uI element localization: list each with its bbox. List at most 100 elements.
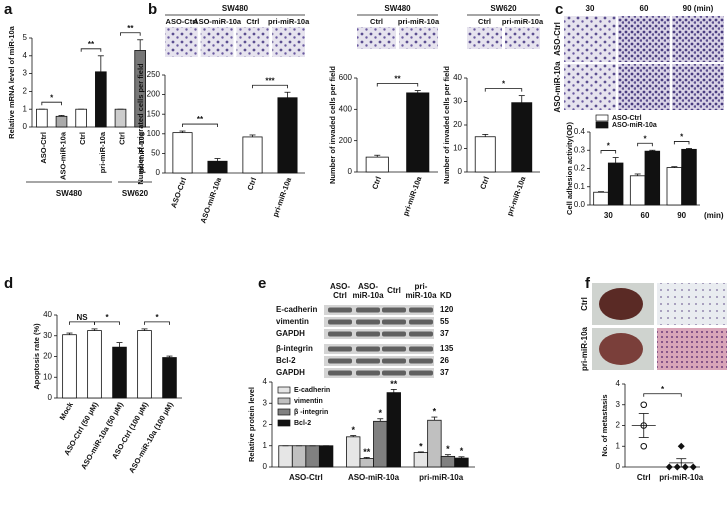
blot-row-label: GAPDH xyxy=(276,329,305,338)
significance-bracket xyxy=(80,48,102,52)
blot-column-label: miR-10a xyxy=(405,291,437,300)
x-tick-label: ASO-Ctrl xyxy=(289,473,323,482)
bar xyxy=(373,420,388,468)
image-column-label: 90 (min) xyxy=(683,4,714,13)
significance-bracket xyxy=(182,123,218,128)
y-tick-label: 0 xyxy=(616,462,621,471)
y-tick-label: 0.3 xyxy=(574,145,586,154)
blot-band xyxy=(328,370,352,376)
y-tick-label: 0.2 xyxy=(574,164,586,173)
bar xyxy=(291,445,307,468)
blot-kd-label: 55 xyxy=(440,317,449,326)
bar xyxy=(359,458,374,468)
micrograph xyxy=(672,64,724,110)
blot-column-label: pri- xyxy=(415,282,428,291)
legend-swatch xyxy=(277,386,291,394)
x-tick-label: 90 xyxy=(677,211,686,220)
blot-column-label: ASO- xyxy=(358,282,378,291)
bar xyxy=(87,330,102,399)
blot-band xyxy=(382,307,406,313)
blot-band xyxy=(328,331,352,337)
bar xyxy=(346,436,361,468)
histology xyxy=(657,283,727,325)
significance-bracket xyxy=(120,32,141,36)
bar xyxy=(413,452,429,468)
y-tick-label: 2 xyxy=(23,87,28,96)
y-tick-label: 1 xyxy=(23,104,28,113)
y-tick-label: 3 xyxy=(616,400,621,409)
x-axis-label: (min) xyxy=(704,211,724,220)
blot-column-label: Ctrl xyxy=(387,286,401,295)
blot-column-label: ASO- xyxy=(330,282,350,291)
bar xyxy=(114,108,127,128)
blot-kd-header: KD xyxy=(440,291,452,300)
significance-label: *** xyxy=(265,76,275,85)
image-label: Ctrl xyxy=(370,17,383,26)
blot-row-label: E-cadherin xyxy=(276,305,317,314)
image-column-label: 30 xyxy=(586,4,595,13)
y-tick-label: 4 xyxy=(23,51,28,60)
panel-title: SW480 xyxy=(222,4,249,13)
blot-band xyxy=(409,346,433,352)
y-tick-label: 0.1 xyxy=(574,182,586,191)
bar xyxy=(681,148,697,206)
blot-band xyxy=(356,307,380,313)
blot-kd-label: 37 xyxy=(440,368,449,377)
blot-band xyxy=(382,370,406,376)
x-tick-label: 60 xyxy=(641,211,650,220)
y-tick-label: 0.4 xyxy=(574,127,586,136)
blot-row-label: β-integrin xyxy=(276,344,313,353)
panel-title: SW620 xyxy=(490,4,517,13)
x-tick-label: pri-miR-10a xyxy=(505,175,528,218)
significance-label: * xyxy=(351,425,355,435)
panel-title: SW480 xyxy=(384,4,411,13)
blot-kd-label: 135 xyxy=(440,344,454,353)
y-tick-label: 200 xyxy=(339,136,353,145)
bar xyxy=(162,357,177,399)
bar xyxy=(440,455,456,468)
blot-band xyxy=(382,331,406,337)
image-row-label: ASO-Ctrl xyxy=(553,22,562,56)
y-tick-label: 20 xyxy=(43,352,52,361)
data-point xyxy=(640,442,648,450)
blot-kd-label: 26 xyxy=(440,356,449,365)
panel-letter: c xyxy=(555,1,563,18)
blot-kd-label: 120 xyxy=(440,305,454,314)
bar xyxy=(318,445,334,468)
blot-row-label: vimentin xyxy=(276,317,309,326)
y-tick-label: 400 xyxy=(339,104,353,113)
y-tick-label: 250 xyxy=(147,70,161,79)
bar xyxy=(137,330,152,399)
blot-band xyxy=(356,358,380,364)
y-axis-label: No. of metastasis xyxy=(600,394,609,456)
blot-band xyxy=(356,331,380,337)
significance-label: ** xyxy=(88,40,95,49)
image-label: ASO-miR-10a xyxy=(193,17,242,26)
bar xyxy=(207,160,228,174)
micrograph xyxy=(564,16,616,62)
significance-label: * xyxy=(433,406,437,416)
y-tick-label: 10 xyxy=(453,144,462,153)
blot-band xyxy=(409,358,433,364)
y-axis-label: Number of invaded cells per field xyxy=(328,66,337,184)
y-axis-label: Number of invaded cells per field xyxy=(442,66,451,184)
group-label: SW480 xyxy=(56,189,83,198)
image-label: Ctrl xyxy=(246,17,259,26)
blot-band xyxy=(409,307,433,313)
bar xyxy=(607,162,624,206)
image-label: ASO-Ctrl xyxy=(166,17,198,26)
significance-bracket xyxy=(600,150,617,154)
x-tick-label: ASO-miR-10a xyxy=(58,131,67,180)
x-tick-label: 30 xyxy=(604,211,613,220)
y-tick-label: 3 xyxy=(23,69,28,78)
y-tick-label: 30 xyxy=(453,97,462,106)
micrograph xyxy=(399,27,438,49)
y-tick-label: 0 xyxy=(23,122,28,131)
image-label: pri-miR-10a xyxy=(268,17,310,26)
bar xyxy=(36,108,48,128)
y-tick-label: 2 xyxy=(616,421,621,430)
blot-band xyxy=(328,307,352,313)
micrograph xyxy=(618,16,670,62)
bar xyxy=(305,445,320,468)
y-tick-label: 0 xyxy=(48,393,53,402)
